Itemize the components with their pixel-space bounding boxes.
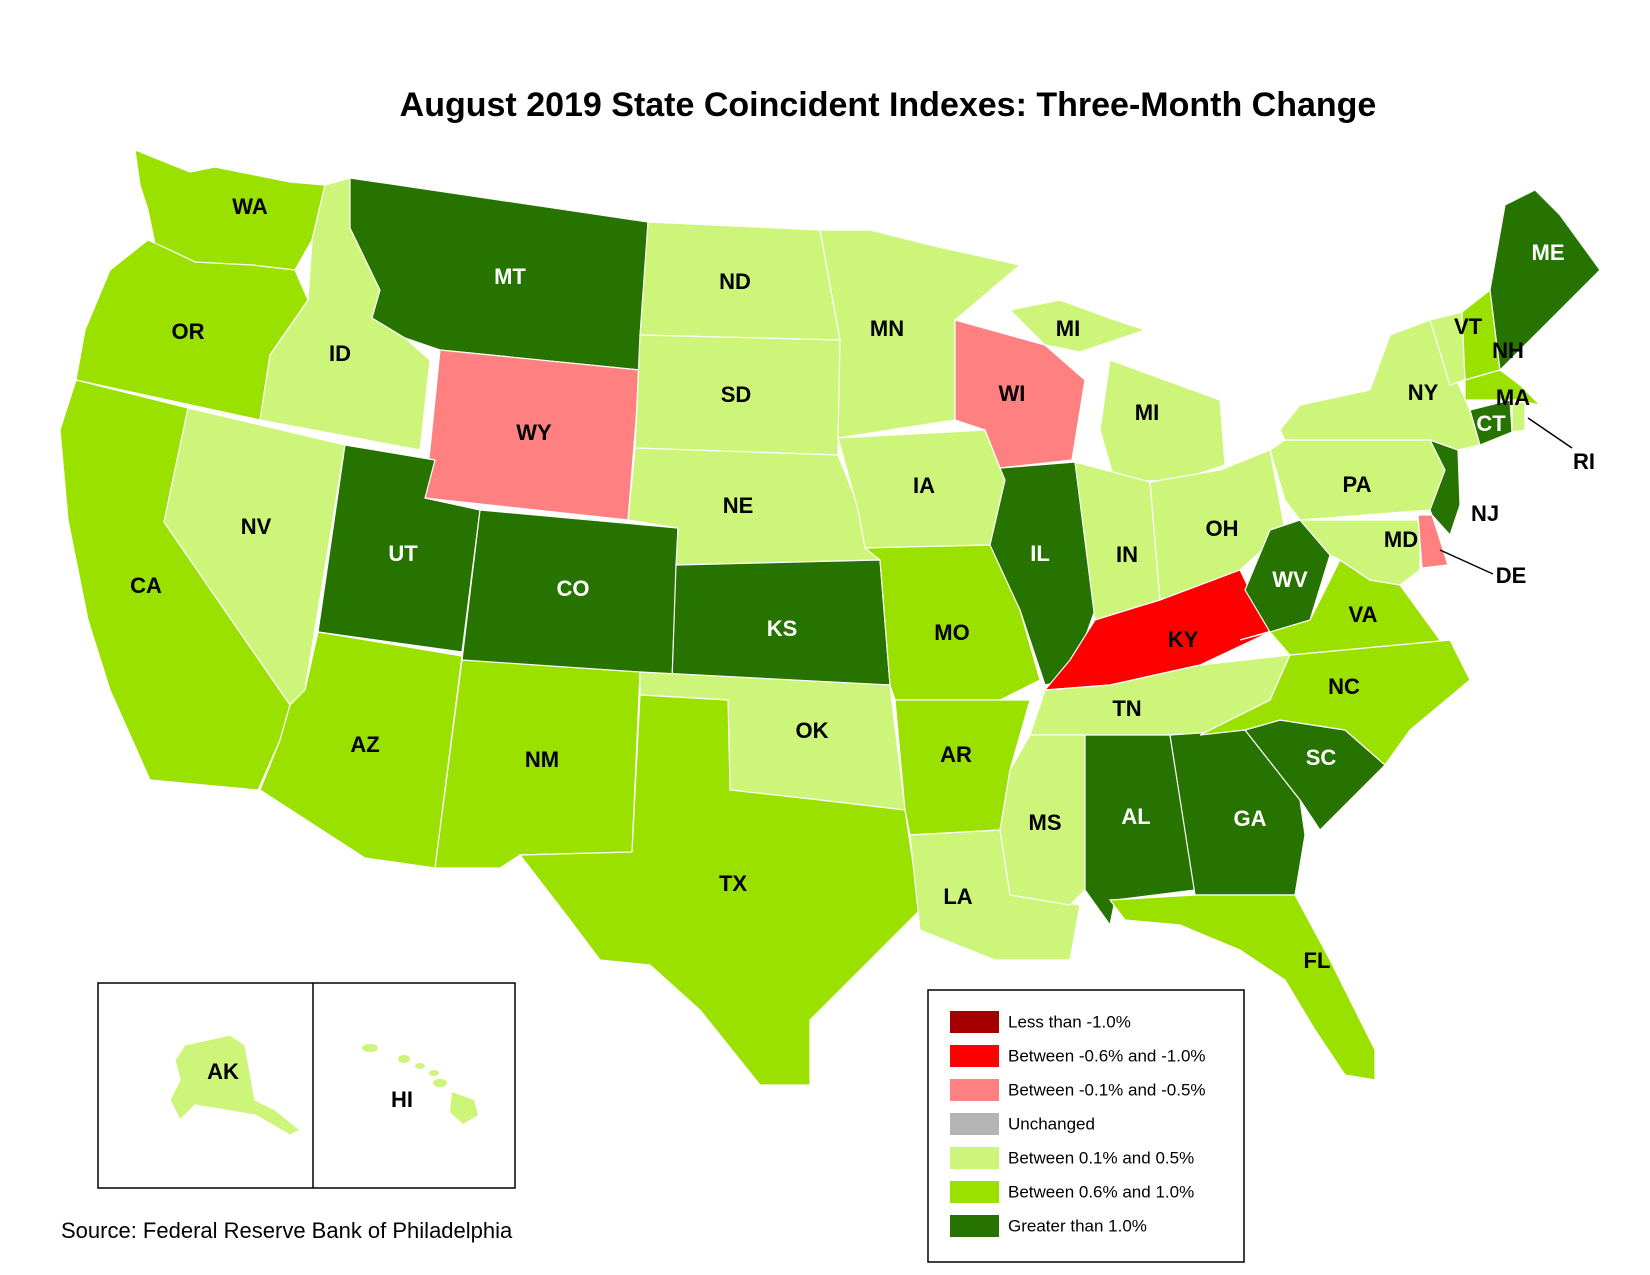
state-hi — [362, 1044, 478, 1124]
state-label-wa: WA — [232, 194, 268, 219]
legend-label: Less than -1.0% — [1008, 1012, 1131, 1031]
state-label-mi: MI — [1135, 400, 1159, 425]
legend-swatch — [950, 1147, 999, 1169]
legend-swatch — [950, 1113, 999, 1135]
state-label-va: VA — [1349, 602, 1378, 627]
legend-label: Between -0.6% and -1.0% — [1008, 1046, 1206, 1065]
state-label-nv: NV — [241, 514, 272, 539]
legend-label: Between 0.1% and 0.5% — [1008, 1148, 1194, 1167]
map-title: August 2019 State Coincident Indexes: Th… — [400, 86, 1377, 124]
state-label-mo: MO — [934, 620, 969, 645]
state-label-sd: SD — [721, 382, 752, 407]
legend-swatch — [950, 1011, 999, 1033]
legend-label: Between 0.6% and 1.0% — [1008, 1182, 1194, 1201]
state-label-ut: UT — [388, 541, 418, 566]
state-label-ca: CA — [130, 573, 162, 598]
state-nc — [1199, 639, 1471, 766]
state-label-hi: HI — [391, 1087, 413, 1112]
state-label-nd: ND — [719, 269, 751, 294]
state-label-la: LA — [943, 884, 972, 909]
state-label-ny: NY — [1408, 380, 1439, 405]
state-label-me: ME — [1532, 240, 1565, 265]
state-label-pa: PA — [1343, 472, 1372, 497]
legend-label: Greater than 1.0% — [1008, 1216, 1147, 1235]
state-label-ri: RI — [1573, 449, 1595, 474]
state-label-wy: WY — [516, 420, 552, 445]
legend-frame — [927, 989, 1245, 1263]
de-leader-line — [1439, 549, 1494, 575]
state-de — [1417, 514, 1449, 569]
state-label-mi-up: MI — [1056, 316, 1080, 341]
source-note: Source: Federal Reserve Bank of Philadel… — [61, 1218, 513, 1243]
state-labels: WA OR CA ID NV MT WY UT CO AZ NM ND SD N… — [130, 194, 1595, 973]
inset-frame — [97, 982, 516, 1189]
state-mi — [1099, 359, 1226, 483]
state-me — [1489, 189, 1601, 372]
state-label-ne: NE — [723, 493, 754, 518]
legend-swatch — [950, 1045, 999, 1067]
state-fl — [1108, 894, 1376, 1081]
state-label-oh: OH — [1206, 516, 1239, 541]
state-label-nm: NM — [525, 747, 559, 772]
state-label-or: OR — [172, 319, 205, 344]
state-label-tx: TX — [719, 871, 747, 896]
legend-swatch — [950, 1079, 999, 1101]
state-ri — [1511, 401, 1526, 433]
state-label-mt: MT — [494, 264, 526, 289]
state-label-nj: NJ — [1471, 501, 1499, 526]
state-label-ok: OK — [796, 718, 829, 743]
state-tx — [518, 694, 921, 1086]
state-ak — [169, 1034, 302, 1136]
state-label-az: AZ — [350, 732, 379, 757]
state-label-md: MD — [1384, 527, 1418, 552]
legend: Less than -1.0% Between -0.6% and -1.0% … — [927, 989, 1245, 1263]
state-label-ks: KS — [767, 616, 798, 641]
state-label-nh: NH — [1492, 338, 1524, 363]
state-label-id: ID — [329, 341, 351, 366]
legend-swatch — [950, 1181, 999, 1203]
state-label-co: CO — [557, 576, 590, 601]
state-label-ar: AR — [940, 742, 972, 767]
state-va — [1239, 559, 1451, 656]
legend-label: Between -0.1% and -0.5% — [1008, 1080, 1206, 1099]
state-label-de: DE — [1496, 563, 1527, 588]
state-mi-up — [1008, 299, 1147, 353]
state-nj — [1428, 438, 1461, 537]
state-label-ms: MS — [1029, 810, 1062, 835]
state-label-ky: KY — [1168, 627, 1199, 652]
inset-box: AK HI — [97, 982, 516, 1189]
state-label-nc: NC — [1328, 674, 1360, 699]
state-label-al: AL — [1121, 804, 1150, 829]
state-label-fl: FL — [1304, 948, 1331, 973]
states-layer — [59, 149, 1601, 1086]
state-label-wv: WV — [1272, 567, 1308, 592]
state-label-il: IL — [1030, 541, 1050, 566]
state-label-tn: TN — [1112, 696, 1141, 721]
state-label-ia: IA — [913, 473, 935, 498]
state-label-in: IN — [1116, 542, 1138, 567]
state-label-ma: MA — [1496, 385, 1530, 410]
state-label-vt: VT — [1454, 314, 1483, 339]
state-label-sc: SC — [1306, 745, 1337, 770]
ri-leader-line — [1527, 417, 1573, 449]
state-label-ak: AK — [207, 1059, 239, 1084]
state-label-ct: CT — [1476, 411, 1506, 436]
state-label-mn: MN — [870, 316, 904, 341]
legend-swatch — [950, 1215, 999, 1237]
legend-items: Less than -1.0% Between -0.6% and -1.0% … — [950, 1011, 1206, 1237]
state-label-ga: GA — [1234, 806, 1267, 831]
state-label-wi: WI — [999, 381, 1026, 406]
state-wi — [954, 319, 1086, 469]
legend-label: Unchanged — [1008, 1114, 1095, 1133]
